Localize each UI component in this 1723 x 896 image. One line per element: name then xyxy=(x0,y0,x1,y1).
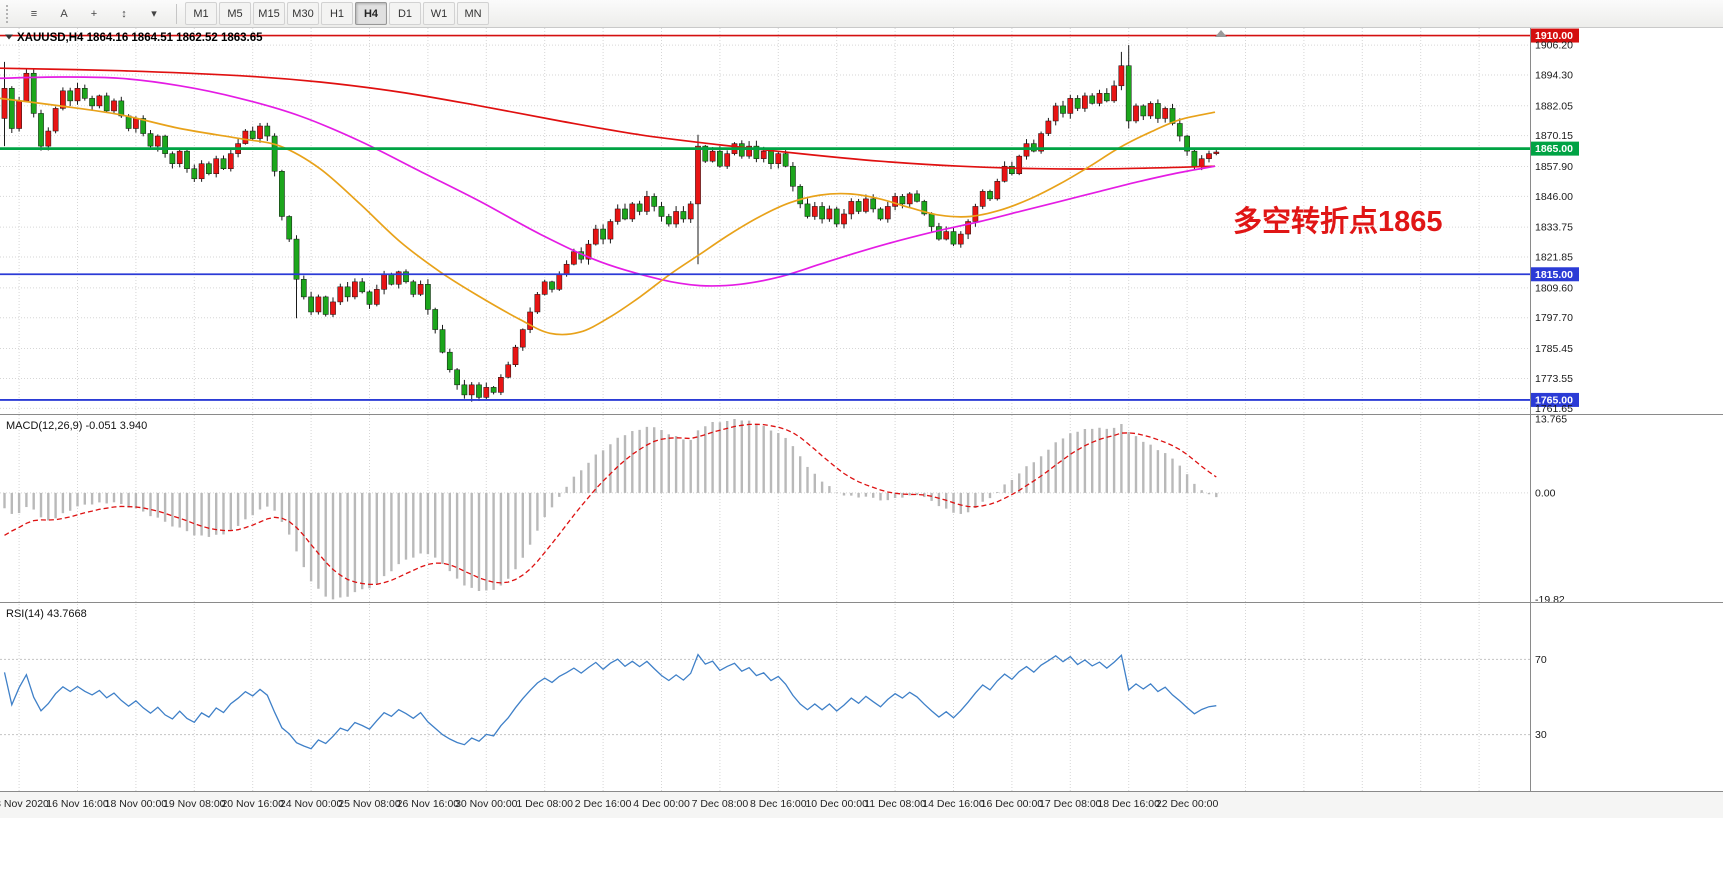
time-label: 2 Dec 16:00 xyxy=(575,798,632,810)
macd-scale-label: -19.82 xyxy=(1535,594,1565,606)
price-tick-label: 1846.00 xyxy=(1535,191,1573,203)
macd-layer xyxy=(3,418,1218,600)
time-label: 16 Nov 16:00 xyxy=(46,798,109,810)
time-label: 18 Dec 16:00 xyxy=(1097,798,1160,810)
price-flag-1815.00: 1815.00 xyxy=(1535,269,1573,281)
macd-scale-label: 0.00 xyxy=(1535,487,1556,499)
time-label: 8 Dec 16:00 xyxy=(750,798,807,810)
timeframe-w1[interactable]: W1 xyxy=(423,2,455,25)
panel-background xyxy=(0,28,1723,791)
charts-list-icon[interactable]: ≡ xyxy=(30,7,38,20)
price-tick-label: 1821.85 xyxy=(1535,252,1573,264)
rsi-level-label: 30 xyxy=(1535,729,1547,741)
price-tick-label: 1906.20 xyxy=(1535,40,1573,52)
toolbar-left-group: ≡ A + ↕ ▾ xyxy=(19,2,169,25)
toolbar-grip[interactable] xyxy=(6,4,12,23)
toolbar-separator xyxy=(176,3,177,24)
chart-shift-marker[interactable] xyxy=(1215,30,1227,37)
price-tick-label: 1894.30 xyxy=(1535,69,1573,81)
crosshair-icon[interactable]: + xyxy=(90,7,98,20)
chart-title: XAUUSD,H4 1864.16 1864.51 1862.52 1863.6… xyxy=(17,32,263,44)
macd-label: MACD(12,26,9) -0.051 3.940 xyxy=(6,420,147,432)
time-label: 18 Nov 00:00 xyxy=(105,798,168,810)
time-label: 1 Dec 08:00 xyxy=(516,798,573,810)
price-tick-label: 1809.60 xyxy=(1535,282,1573,294)
timeframe-m1[interactable]: M1 xyxy=(185,2,217,25)
time-label: 25 Nov 08:00 xyxy=(338,798,401,810)
timeframe-m30[interactable]: M30 xyxy=(287,2,319,25)
time-label: 17 Dec 08:00 xyxy=(1039,798,1102,810)
price-flag-1765.00: 1765.00 xyxy=(1535,394,1573,406)
timeframe-m5[interactable]: M5 xyxy=(219,2,251,25)
timeframe-h1[interactable]: H1 xyxy=(321,2,353,25)
candles-layer xyxy=(1,45,1220,402)
objects-icon[interactable]: ↕ xyxy=(121,7,127,20)
time-label: 7 Dec 08:00 xyxy=(692,798,749,810)
time-label: 22 Dec 00:00 xyxy=(1156,798,1219,810)
toolbar: ≡ A + ↕ ▾ M1 M5 M15 M30 H1 H4 D1 W1 MN xyxy=(0,0,1723,28)
time-label: 20 Nov 16:00 xyxy=(221,798,284,810)
price-flag-1910.00: 1910.00 xyxy=(1535,30,1573,42)
time-label: 16 Dec 00:00 xyxy=(981,798,1044,810)
hlines-layer xyxy=(0,34,1530,401)
price-tick-label: 1785.45 xyxy=(1535,343,1573,355)
time-label: 30 Nov 00:00 xyxy=(455,798,518,810)
time-label: 11 Dec 08:00 xyxy=(864,798,926,810)
time-label: 14 Dec 16:00 xyxy=(922,798,985,810)
timeframe-m15[interactable]: M15 xyxy=(253,2,285,25)
macd-scale-label: 13.765 xyxy=(1535,413,1567,425)
price-tick-label: 1857.90 xyxy=(1535,161,1573,173)
price-labels-layer: 1910.00 1865.00 1815.00 1765.00 xyxy=(1531,28,1579,407)
timeframe-d1[interactable]: D1 xyxy=(389,2,421,25)
annotation-text: 多空转折点1865 xyxy=(1233,204,1443,238)
objects-dropdown-icon[interactable]: ▾ xyxy=(151,8,157,20)
ma-long-red xyxy=(0,67,1216,170)
time-label: 10 Dec 00:00 xyxy=(805,798,868,810)
time-label: 24 Nov 00:00 xyxy=(280,798,343,810)
price-scale[interactable]: 1906.20 1894.30 1882.05 1870.15 1857.90 1846.… xyxy=(1535,40,1573,742)
time-label: 26 Nov 16:00 xyxy=(397,798,460,810)
time-label: 4 Dec 00:00 xyxy=(633,798,690,810)
cursor-icon[interactable]: A xyxy=(60,7,68,20)
timeframe-toolbar: M1 M5 M15 M30 H1 H4 D1 W1 MN xyxy=(184,2,490,25)
price-flag-1865.00: 1865.00 xyxy=(1535,143,1573,155)
rsi-label: RSI(14) 43.7668 xyxy=(6,608,87,620)
price-tick-label: 1882.05 xyxy=(1535,100,1573,112)
symbol-dropdown-icon[interactable] xyxy=(5,34,13,40)
price-tick-label: 1773.55 xyxy=(1535,373,1573,385)
moving-averages-layer xyxy=(0,67,1216,336)
price-tick-label: 1870.15 xyxy=(1535,130,1573,142)
price-tick-label: 1833.75 xyxy=(1535,222,1573,234)
timeframe-h4[interactable]: H4 xyxy=(355,2,387,25)
price-tick-label: 1797.70 xyxy=(1535,312,1573,324)
ma-mid-magenta xyxy=(0,76,1216,287)
time-label: 13 Nov 2020 xyxy=(0,798,49,810)
rsi-layer xyxy=(3,653,1217,750)
time-label: 19 Nov 08:00 xyxy=(163,798,226,810)
price-tick-label: 1761.65 xyxy=(1535,403,1573,415)
panel-borders xyxy=(0,28,1723,792)
grid-layer xyxy=(0,28,1530,791)
ma-short-orange xyxy=(0,97,1216,336)
timeframe-mn[interactable]: MN xyxy=(457,2,489,25)
rsi-level-label: 70 xyxy=(1535,654,1547,666)
